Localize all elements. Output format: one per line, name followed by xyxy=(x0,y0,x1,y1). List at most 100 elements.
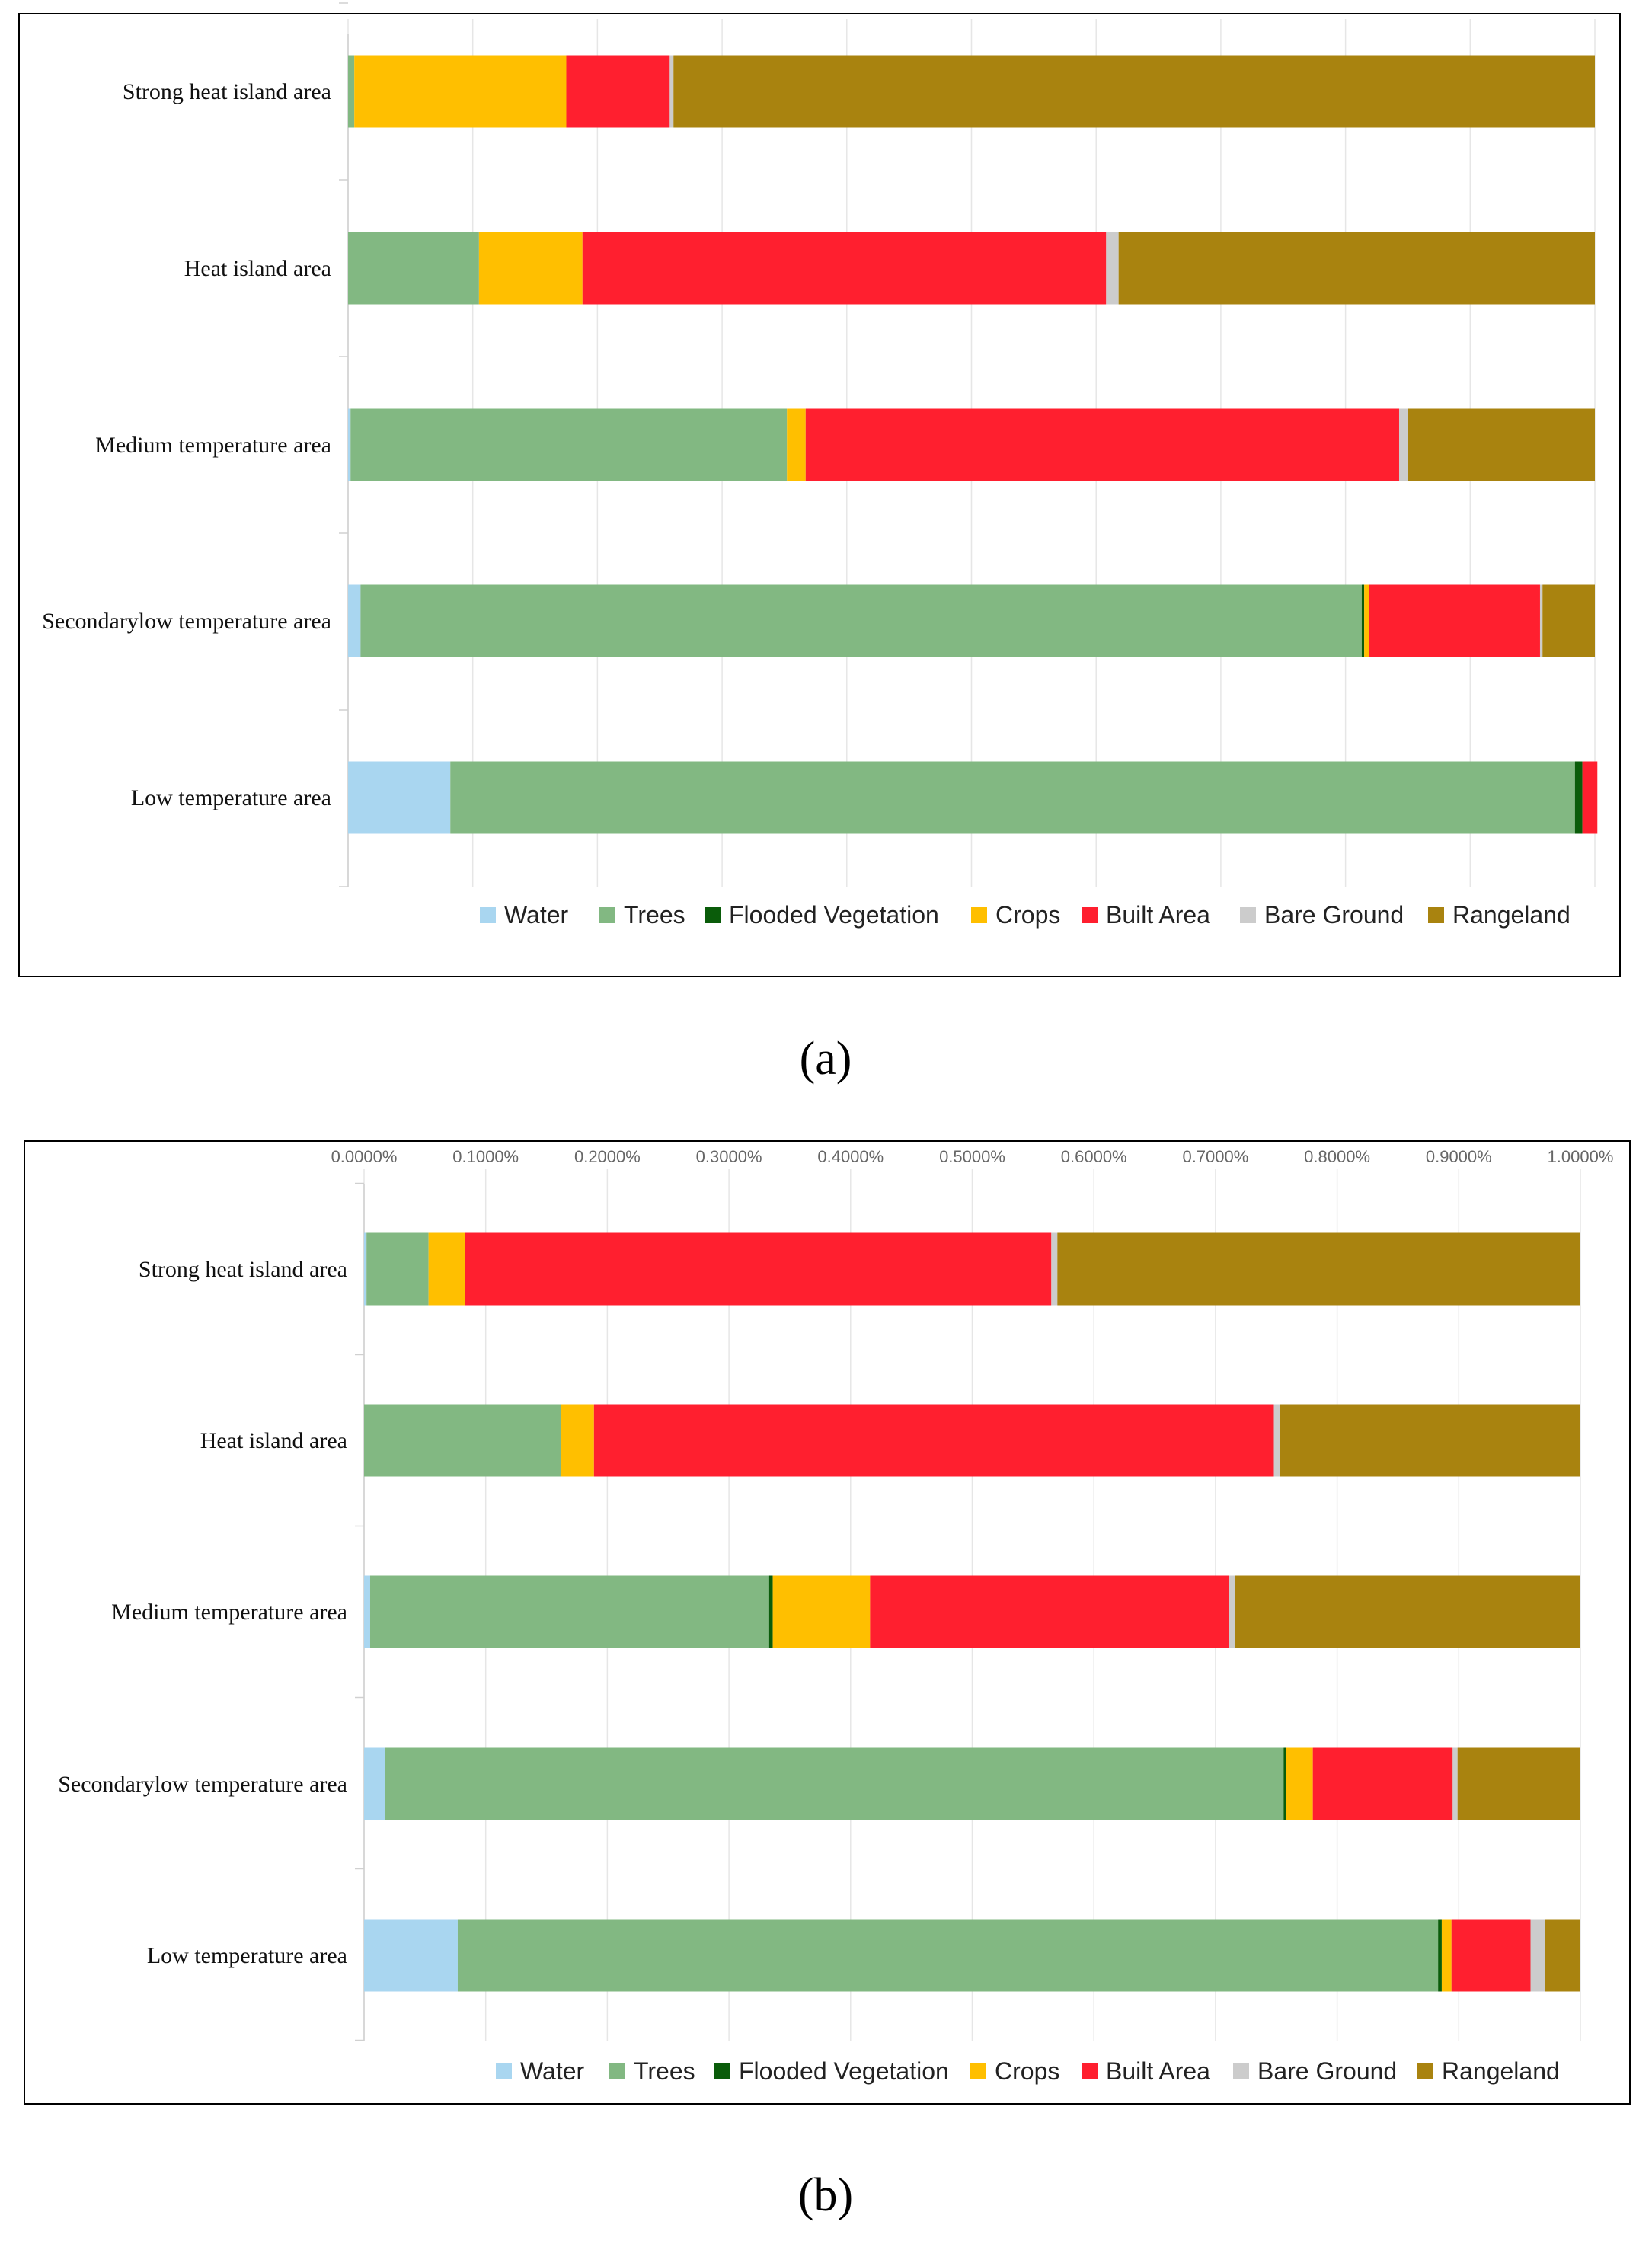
legend-swatch-trees xyxy=(599,907,615,923)
x-tick-label: 0.6000% xyxy=(1061,1147,1127,1166)
legend-label-rangeland: Rangeland xyxy=(1452,901,1571,929)
legend-label-trees: Trees xyxy=(634,2057,695,2085)
bar-segment-rangeland xyxy=(1457,1747,1580,1820)
caption-b: (b) xyxy=(798,2169,853,2221)
category-label: Secondarylow temperature area xyxy=(58,1772,347,1797)
x-tick-label: 0.3000% xyxy=(696,1147,762,1166)
legend-swatch-rangeland xyxy=(1417,2063,1433,2079)
bar-segment-bare-ground xyxy=(1530,1919,1545,1992)
legend-label-bare-ground: Bare Ground xyxy=(1257,2057,1397,2085)
legend-swatch-crops xyxy=(970,2063,986,2079)
bar-segment-trees xyxy=(364,1404,561,1477)
bar-segment-built-area xyxy=(870,1575,1229,1648)
bar-segment-trees xyxy=(360,584,1362,657)
legend-label-flooded-vegetation: Flooded Vegetation xyxy=(739,2057,949,2085)
bar-segment-built-area xyxy=(1451,1919,1531,1992)
bar-segment-built-area xyxy=(593,1404,1274,1477)
bar-segment-built-area xyxy=(1369,584,1540,657)
bar-segment-water xyxy=(364,1575,370,1648)
bar-segment-flooded-vegetation xyxy=(1574,761,1583,834)
bar-segment-crops xyxy=(1364,584,1369,657)
category-label: Medium temperature area xyxy=(95,433,331,458)
bar-segment-bare-ground xyxy=(669,55,674,128)
bar-segment-bare-ground xyxy=(1452,1747,1458,1820)
bar-segment-flooded-vegetation xyxy=(768,1575,773,1648)
legend-swatch-bare-ground xyxy=(1233,2063,1249,2079)
bar-segment-built-area xyxy=(582,232,1107,305)
bar-segment-rangeland xyxy=(1408,408,1595,481)
legend-swatch-built-area xyxy=(1082,2063,1098,2079)
bar-segment-rangeland xyxy=(1235,1575,1580,1648)
bar-segment-crops xyxy=(787,408,806,481)
category-label: Strong heat island area xyxy=(139,1257,347,1282)
panel-b: 0.0000% 0.1000% 0.2000% 0.3000% 0.4000% 0.500… xyxy=(58,1147,1613,2085)
bar-segment-trees xyxy=(385,1747,1284,1820)
category-label: Medium temperature area xyxy=(111,1600,347,1625)
bar-segment-flooded-vegetation xyxy=(1438,1919,1442,1992)
bar-segment-flooded-vegetation xyxy=(1283,1747,1286,1820)
bar-segment-trees xyxy=(366,1232,429,1306)
bar-segment-crops xyxy=(428,1232,465,1306)
category-label: Secondarylow temperature area xyxy=(42,609,331,634)
legend-swatch-flooded-vegetation xyxy=(705,907,721,923)
legend-swatch-built-area xyxy=(1082,907,1098,923)
bar-segment-flooded-vegetation xyxy=(1361,584,1365,657)
bar-segment-rangeland xyxy=(673,55,1595,128)
bar-segment-water xyxy=(364,1232,367,1306)
bar-segment-crops xyxy=(772,1575,871,1648)
bar-segment-rangeland xyxy=(1545,1919,1580,1992)
legend-swatch-water xyxy=(496,2063,512,2079)
x-tick-label: 0.0000% xyxy=(331,1147,398,1166)
bar-segment-trees xyxy=(457,1919,1439,1992)
bar-segment-bare-ground xyxy=(1539,584,1543,657)
bar-segment-water xyxy=(364,1919,458,1992)
bar-segment-bare-ground xyxy=(1229,1575,1235,1648)
bar-segment-crops xyxy=(478,232,583,305)
legend-label-built-area: Built Area xyxy=(1106,901,1210,929)
bar-segment-trees xyxy=(369,1575,769,1648)
x-tick-label: 0.8000% xyxy=(1304,1147,1370,1166)
bar-segment-water xyxy=(364,1747,385,1820)
legend-swatch-water xyxy=(480,907,496,923)
bar-segment-rangeland xyxy=(1057,1232,1580,1306)
x-tick-label: 1.0000% xyxy=(1548,1147,1614,1166)
bar-segment-built-area xyxy=(805,408,1399,481)
x-tick-label: 0.7000% xyxy=(1182,1147,1248,1166)
legend-label-water: Water xyxy=(520,2057,585,2085)
bar-segment-water xyxy=(348,408,351,481)
caption-a: (a) xyxy=(800,1033,852,1085)
bar-segment-bare-ground xyxy=(1106,232,1119,305)
legend-label-built-area: Built Area xyxy=(1106,2057,1210,2085)
category-label: Heat island area xyxy=(200,1428,347,1453)
bar-segment-trees xyxy=(348,232,479,305)
legend-label-flooded-vegetation: Flooded Vegetation xyxy=(729,901,939,929)
legend-swatch-crops xyxy=(971,907,987,923)
bar-segment-trees xyxy=(450,761,1575,834)
category-label: Low temperature area xyxy=(147,1943,347,1968)
legend-label-water: Water xyxy=(504,901,569,929)
bar-segment-built-area xyxy=(1312,1747,1453,1820)
legend-label-crops: Crops xyxy=(995,2057,1059,2085)
bar-segment-rangeland xyxy=(1118,232,1595,305)
category-label: Heat island area xyxy=(184,256,331,281)
bar-segment-water xyxy=(348,761,451,834)
x-tick-label: 0.1000% xyxy=(452,1147,519,1166)
category-label: Strong heat island area xyxy=(123,79,331,104)
legend-swatch-trees xyxy=(609,2063,625,2079)
panel-a: Strong heat island area Heat island area M… xyxy=(42,2,1598,929)
bar-segment-crops xyxy=(1441,1919,1452,1992)
x-tick-label: 0.5000% xyxy=(939,1147,1005,1166)
bar-segment-trees xyxy=(350,408,788,481)
legend-swatch-bare-ground xyxy=(1240,907,1256,923)
legend-label-rangeland: Rangeland xyxy=(1442,2057,1560,2085)
bar-segment-built-area xyxy=(566,55,670,128)
bar-segment-bare-ground xyxy=(1398,408,1408,481)
bar-segment-rangeland xyxy=(1542,584,1595,657)
legend-label-trees: Trees xyxy=(624,901,685,929)
bar-segment-water xyxy=(348,584,361,657)
bar-segment-bare-ground xyxy=(1273,1404,1280,1477)
bar-segment-trees xyxy=(348,55,355,128)
bar-segment-built-area xyxy=(1582,761,1598,834)
category-label: Low temperature area xyxy=(131,785,331,810)
